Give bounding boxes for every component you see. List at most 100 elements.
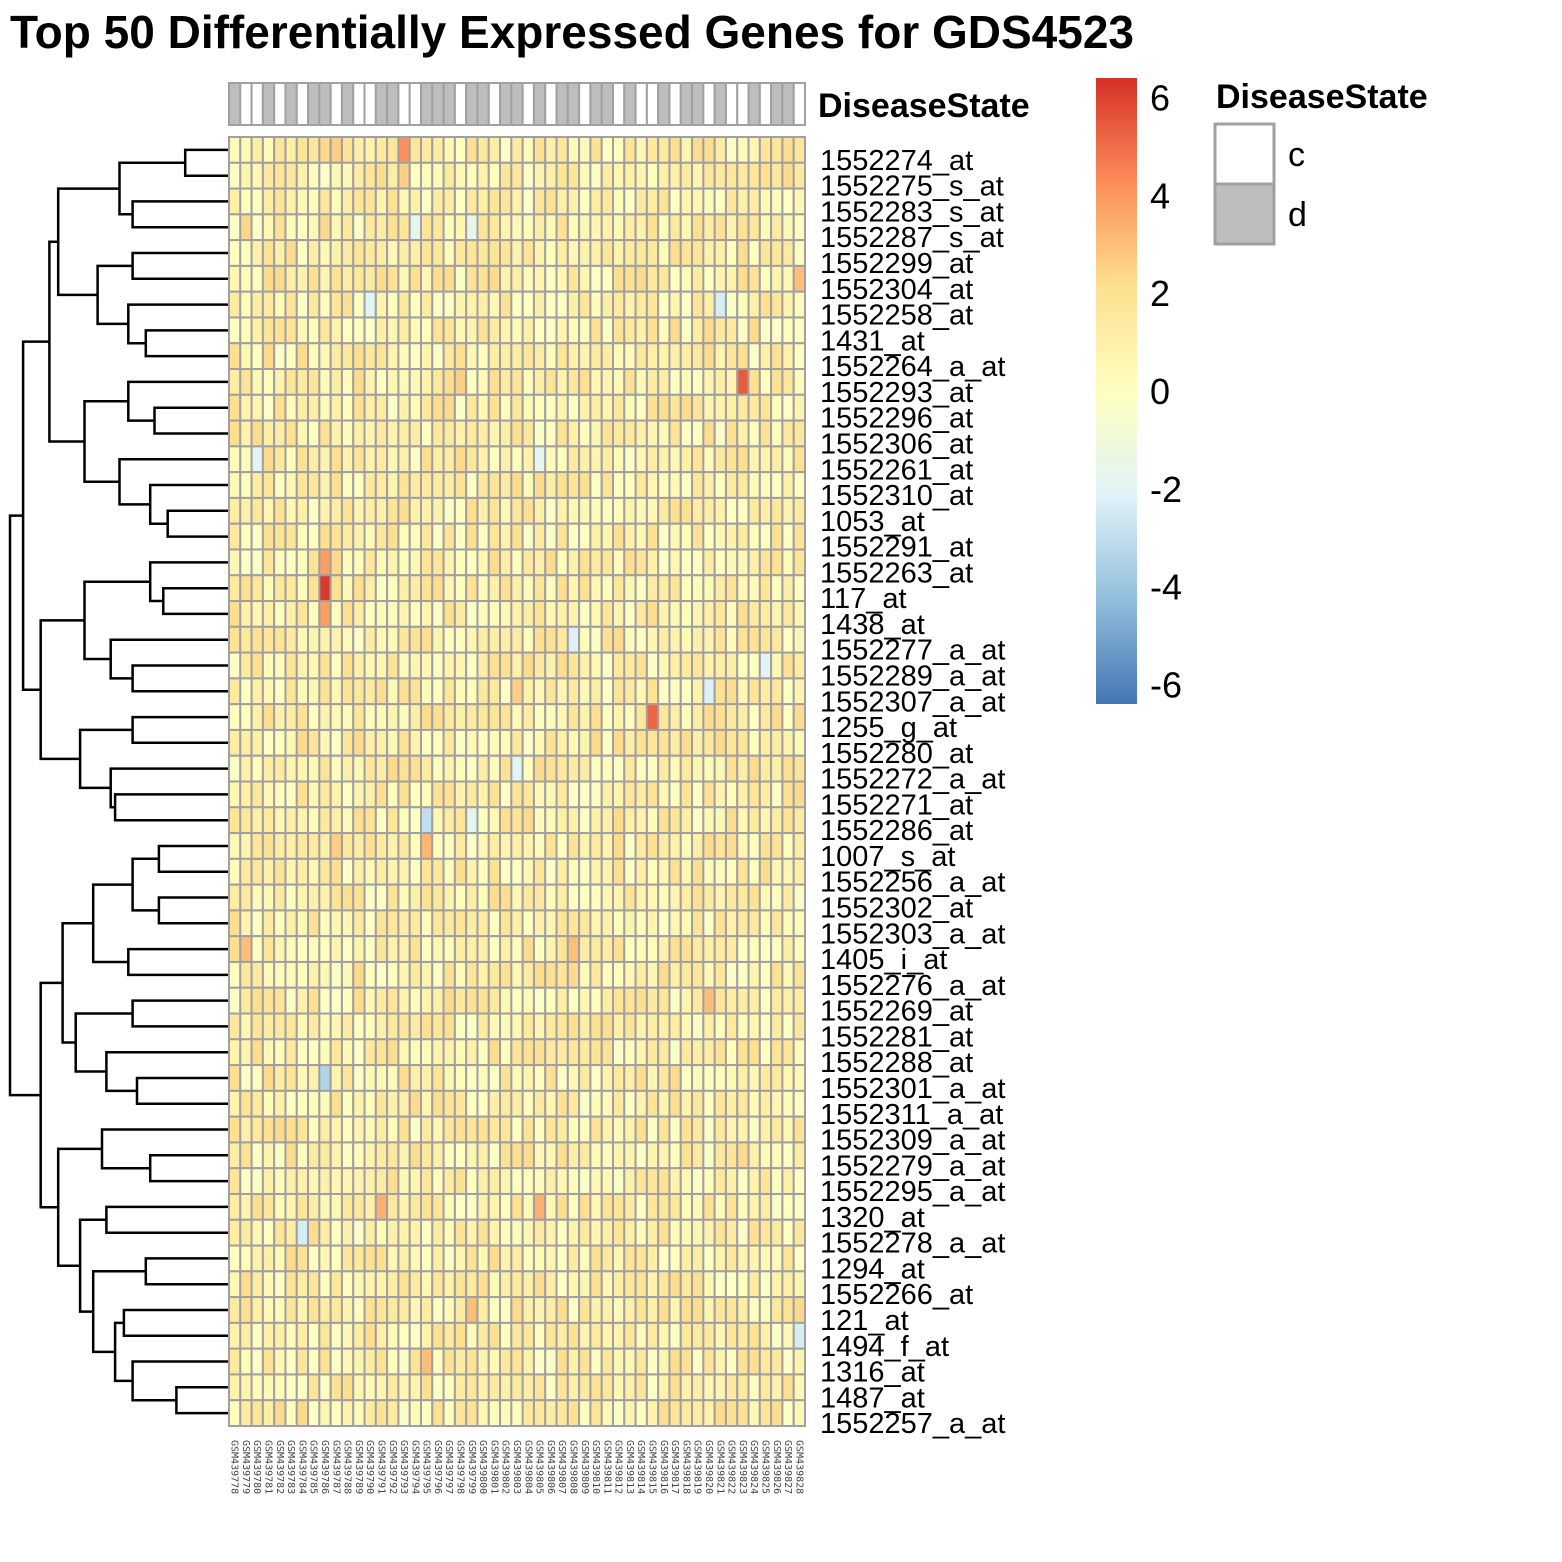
- dendrogram-branch: [127, 380, 229, 422]
- heatmap-cell: [408, 780, 422, 809]
- heatmap-cell: [544, 264, 558, 293]
- heatmap-cell: [645, 368, 660, 396]
- heatmap-cell: [329, 1089, 343, 1118]
- heatmap-cell: [521, 1167, 535, 1195]
- heatmap-cell: [386, 522, 400, 551]
- heatmap-cell: [713, 1141, 727, 1170]
- heatmap-cell: [250, 625, 264, 654]
- heatmap-cell: [623, 1038, 637, 1067]
- heatmap-cell: [521, 1115, 535, 1144]
- heatmap-cell: [521, 651, 535, 680]
- heatmap-cell: [374, 600, 389, 628]
- row-label: 1405_i_at: [820, 944, 947, 976]
- heatmap-cell: [239, 239, 253, 267]
- heatmap-cell: [228, 857, 242, 886]
- heatmap-cell: [273, 161, 287, 190]
- heatmap-cell: [555, 1218, 569, 1247]
- heatmap-cell: [645, 832, 660, 860]
- heatmap-cell: [487, 883, 502, 912]
- heatmap-cell: [408, 857, 422, 886]
- heatmap-cell: [295, 1012, 310, 1041]
- heatmap-cell: [295, 136, 310, 164]
- heatmap-cell: [657, 1115, 671, 1144]
- dendrogram-branch: [175, 1386, 229, 1415]
- heatmap-cell: [397, 986, 411, 1015]
- heatmap-cell: [713, 935, 727, 963]
- heatmap-cell: [284, 1321, 298, 1350]
- heatmap-cell: [510, 368, 524, 396]
- heatmap-cell: [307, 1347, 321, 1376]
- heatmap-cell: [589, 290, 603, 319]
- heatmap-cell: [589, 1012, 603, 1041]
- heatmap-cell: [363, 1218, 377, 1247]
- heatmap-cell: [420, 909, 434, 938]
- heatmap-cell: [431, 780, 445, 809]
- heatmap-cell: [736, 1064, 750, 1092]
- heatmap-cell: [578, 677, 592, 706]
- heatmap-cell: [329, 290, 343, 319]
- heatmap-cell: [408, 264, 422, 293]
- heatmap-cell: [261, 393, 276, 422]
- heatmap-cell: [736, 161, 750, 190]
- heatmap-cell: [747, 136, 761, 164]
- heatmap-cell: [521, 754, 535, 783]
- heatmap-cell: [736, 832, 750, 860]
- heatmap-cell: [600, 728, 615, 757]
- heatmap-cell: [713, 651, 727, 680]
- heatmap-cell: [318, 239, 332, 267]
- annotation-cell: [747, 82, 761, 126]
- heatmap-cell: [397, 780, 411, 809]
- heatmap-cell: [250, 496, 264, 525]
- heatmap-cell: [521, 728, 535, 757]
- heatmap-cell: [792, 187, 807, 216]
- heatmap-cell: [352, 1296, 366, 1324]
- heatmap-cell: [668, 419, 682, 448]
- heatmap-cell: [713, 213, 727, 242]
- heatmap-cell: [374, 1244, 389, 1273]
- heatmap-cell: [487, 625, 502, 654]
- heatmap-cell: [691, 832, 705, 860]
- heatmap-cell: [600, 316, 615, 345]
- row-label: 1552295_a_at: [820, 1176, 1005, 1208]
- heatmap-cell: [781, 1141, 795, 1170]
- heatmap-cell: [352, 754, 366, 783]
- heatmap-cell: [284, 600, 298, 628]
- dendrogram-branch: [131, 251, 229, 281]
- heatmap-cell: [702, 1399, 716, 1427]
- heatmap-cell: [261, 625, 276, 654]
- heatmap-cell: [284, 754, 298, 783]
- heatmap-cell: [634, 986, 648, 1015]
- heatmap-cell: [758, 419, 773, 448]
- heatmap-cell: [521, 935, 535, 963]
- heatmap-cell: [657, 316, 671, 345]
- heatmap-cell: [261, 1373, 276, 1402]
- heatmap-cell: [431, 393, 445, 422]
- heatmap-cell: [589, 316, 603, 345]
- heatmap-cell: [284, 883, 298, 912]
- heatmap-cell: [284, 1270, 298, 1299]
- heatmap-cell: [465, 1399, 479, 1427]
- heatmap-cell: [273, 960, 287, 989]
- heatmap-cell: [510, 239, 524, 267]
- heatmap-cell: [668, 1167, 682, 1195]
- heatmap-cell: [691, 1192, 705, 1221]
- heatmap-cell: [713, 1218, 727, 1247]
- heatmap-cell: [453, 806, 468, 835]
- heatmap-cell: [250, 986, 264, 1015]
- heatmap-cell: [261, 728, 276, 757]
- heatmap-cell: [724, 136, 739, 164]
- heatmap-cell: [770, 419, 784, 448]
- heatmap-cell: [657, 780, 671, 809]
- heatmap-cell: [623, 1244, 637, 1273]
- heatmap-cell: [408, 368, 422, 396]
- heatmap-cell: [657, 754, 671, 783]
- heatmap-cell: [431, 1218, 445, 1247]
- heatmap-cell: [600, 1373, 615, 1402]
- heatmap-cell: [657, 264, 671, 293]
- heatmap-cell: [657, 187, 671, 216]
- column-label: GSM439820: [703, 1440, 714, 1494]
- heatmap-cell: [442, 213, 456, 242]
- heatmap-cell: [713, 754, 727, 783]
- heatmap-cell: [532, 368, 547, 396]
- heatmap-cell: [736, 1270, 750, 1299]
